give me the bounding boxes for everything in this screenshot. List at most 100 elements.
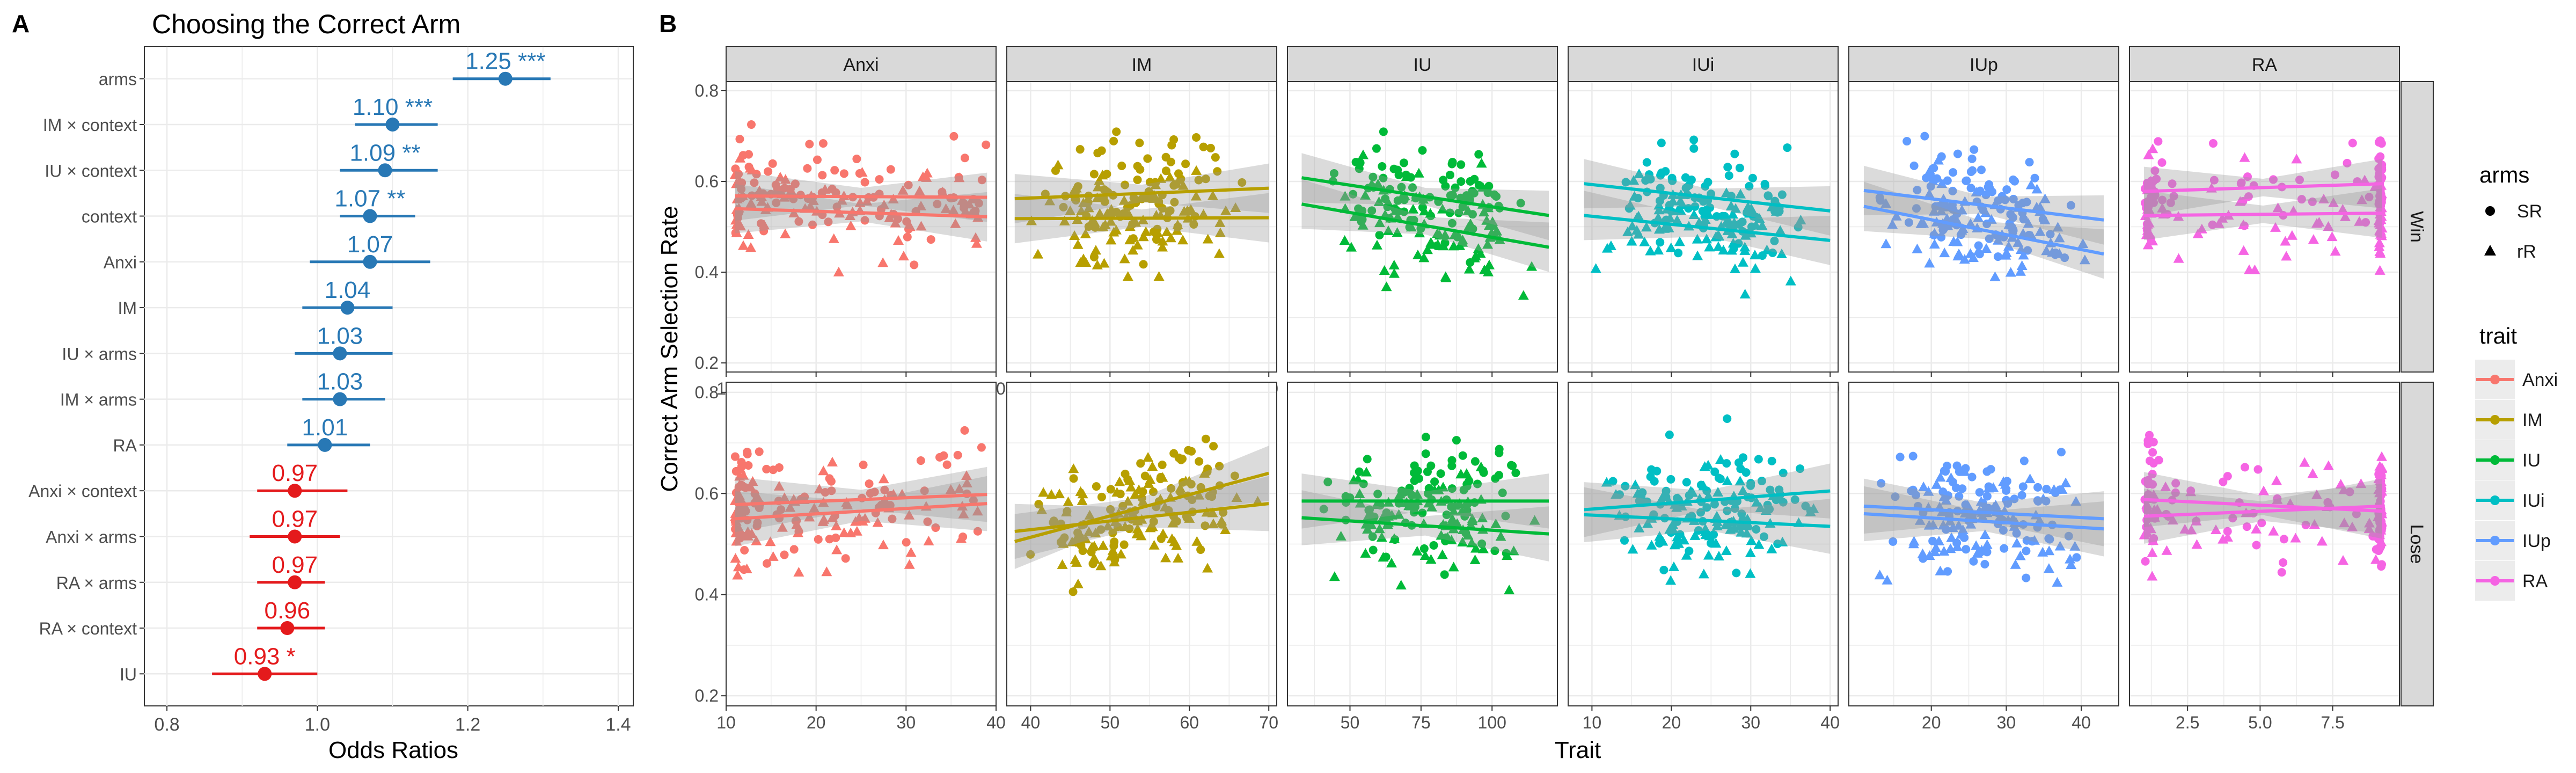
scatter-point-rR (2149, 504, 2160, 514)
scatter-point-SR (1665, 201, 1674, 210)
scatter-point-rR (841, 497, 852, 507)
scatter-point-SR (1962, 545, 1971, 554)
scatter-point-rR (2355, 478, 2367, 488)
scatter-point-SR (1645, 170, 1654, 179)
scatter-point-rR (1918, 481, 1929, 491)
scatter-point-rR (1673, 538, 1684, 548)
fit-line-SR (1014, 186, 1269, 201)
scatter-point-rR (1373, 196, 1385, 206)
scatter-point-rR (1132, 515, 1143, 526)
scatter-point-SR (1359, 479, 1368, 488)
scatter-point-SR (733, 210, 742, 220)
scatter-point-SR (1383, 202, 1392, 212)
forest-term-label: RA × arms (56, 573, 137, 593)
scatter-point-rR (831, 520, 842, 530)
scatter-point-SR (2002, 486, 2011, 495)
scatter-point-rR (1220, 524, 1231, 535)
scatter-point-rR (1995, 191, 2007, 201)
scatter-point-SR (1920, 132, 1929, 141)
scatter-point-rR (1935, 472, 1946, 482)
scatter-point-SR (1442, 510, 1451, 519)
scatter-point-rR (1191, 536, 1203, 546)
forest-estimate-point (363, 209, 377, 223)
scatter-point-rR (2017, 228, 2029, 238)
scatter-point-rR (1094, 208, 1106, 218)
forest-estimate-point (288, 484, 302, 498)
scatter-point-rR (1646, 539, 1657, 550)
scatter-point-rR (2376, 469, 2387, 479)
scatter-point-SR (1477, 539, 1487, 549)
scatter-point-rR (2065, 553, 2076, 564)
scatter-point-rR (2012, 237, 2024, 247)
scatter-point-rR (2148, 490, 2160, 500)
scatter-point-SR (1208, 492, 1217, 501)
scatter-point-SR (1092, 482, 1101, 491)
facet-panel-border (1006, 81, 1277, 373)
scatter-point-rR (893, 235, 904, 245)
scatter-point-rR (1473, 243, 1484, 253)
scatter-point-rR (888, 193, 899, 203)
facet-panel-border (726, 382, 997, 706)
scatter-point-rR (1945, 472, 1957, 483)
scatter-point-rR (1805, 506, 1816, 516)
scatter-point-SR (1156, 472, 1165, 482)
scatter-point-rR (921, 167, 933, 178)
scatter-point-SR (875, 175, 884, 184)
scatter-point-SR (740, 565, 749, 574)
scatter-point-SR (1091, 223, 1100, 232)
scatter-point-rR (1429, 484, 1440, 494)
scatter-point-rR (961, 470, 972, 480)
scatter-point-SR (1976, 548, 1985, 557)
scatter-point-rR (2281, 251, 2292, 261)
facet-y-tick-label: 0.4 (695, 262, 719, 282)
scatter-point-rR (1470, 543, 1481, 553)
scatter-point-rR (1701, 234, 1713, 244)
scatter-point-rR (1078, 253, 1089, 264)
scatter-point-SR (1970, 145, 1979, 154)
scatter-point-SR (2244, 192, 2253, 201)
scatter-point-rR (1092, 192, 1103, 202)
scatter-point-SR (734, 170, 743, 179)
scatter-point-SR (960, 203, 969, 213)
facet-x-tick-label: 10 (1583, 713, 1602, 732)
scatter-point-SR (2022, 536, 2031, 545)
scatter-point-rR (1083, 526, 1094, 536)
legend-trait-title: trait (2479, 323, 2517, 348)
scatter-point-rR (1971, 540, 1982, 550)
scatter-point-rR (1165, 232, 1176, 243)
scatter-point-SR (977, 443, 986, 452)
scatter-point-rR (1108, 549, 1119, 559)
scatter-point-rR (2376, 451, 2388, 461)
scatter-point-rR (1737, 257, 1748, 267)
scatter-point-rR (923, 536, 934, 546)
scatter-point-SR (764, 167, 773, 176)
scatter-point-SR (1516, 199, 1525, 208)
scatter-point-rR (2191, 515, 2202, 526)
scatter-point-SR (1958, 484, 1967, 493)
facet-strip-label: IU (1414, 55, 1432, 75)
scatter-point-rR (2034, 515, 2045, 525)
scatter-point-SR (2022, 546, 2031, 556)
scatter-point-rR (826, 456, 838, 466)
forest-estimate-point (280, 621, 295, 636)
scatter-point-rR (788, 207, 800, 217)
scatter-point-SR (1723, 163, 1732, 172)
scatter-point-SR (1458, 451, 1467, 460)
scatter-point-SR (1093, 149, 1102, 158)
scatter-point-rR (961, 477, 972, 487)
scatter-point-SR (1429, 541, 1438, 550)
scatter-point-SR (1734, 239, 1743, 248)
scatter-point-rR (1601, 477, 1612, 487)
scatter-point-SR (1445, 170, 1454, 179)
facet-y-tick-label: 0.4 (695, 585, 719, 604)
scatter-point-rR (1119, 253, 1130, 264)
scatter-facets: B Anxi102030400.20.40.60.8102030400.20.4… (656, 10, 2434, 763)
facet-strip-label: IUi (1692, 55, 1715, 75)
scatter-point-rR (2311, 489, 2322, 499)
forest-estimate-point (258, 667, 272, 681)
scatter-point-rR (1335, 530, 1346, 541)
scatter-point-SR (1739, 453, 1748, 462)
scatter-point-rR (1711, 511, 1723, 521)
scatter-point-rR (1482, 239, 1493, 249)
scatter-point-SR (2295, 176, 2304, 185)
